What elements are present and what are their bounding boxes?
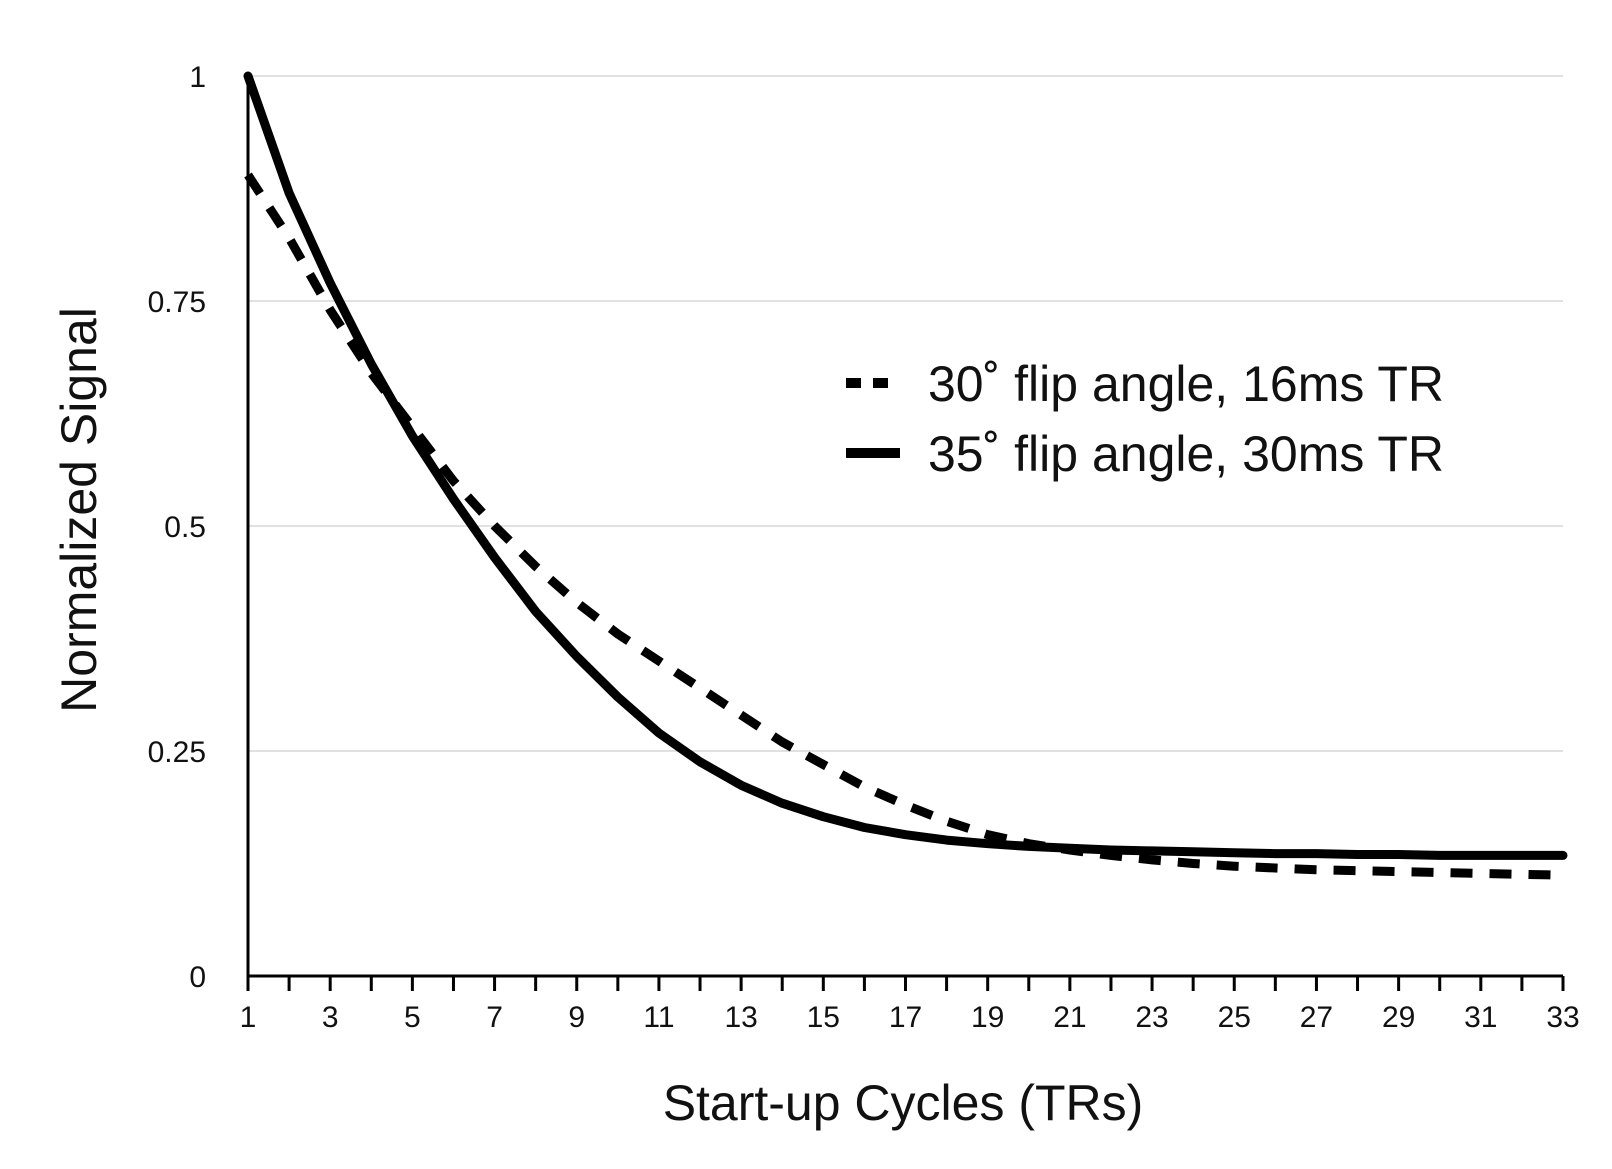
x-tick-label: 33 [1546, 1001, 1579, 1034]
y-tick-label: 0.75 [148, 286, 206, 319]
axes [246, 76, 1565, 991]
x-tick-label: 13 [724, 1001, 757, 1034]
x-tick-label: 19 [971, 1001, 1004, 1034]
legend-label-dashed: 30˚ flip angle, 16ms TR [928, 356, 1444, 412]
y-tick-label: 1 [189, 61, 206, 94]
x-tick-label: 3 [322, 1001, 339, 1034]
x-tick-label: 9 [568, 1001, 585, 1034]
x-tick-label: 15 [807, 1001, 840, 1034]
x-tick-label: 17 [889, 1001, 922, 1034]
legend-label-solid: 35˚ flip angle, 30ms TR [928, 426, 1444, 482]
x-tick-label: 21 [1053, 1001, 1086, 1034]
legend: 30˚ flip angle, 16ms TR 35˚ flip angle, … [846, 356, 1444, 482]
x-tick-label: 31 [1464, 1001, 1497, 1034]
y-tick-label: 0.25 [148, 736, 206, 769]
y-tick-label: 0 [189, 961, 206, 994]
x-tick-label: 29 [1382, 1001, 1415, 1034]
x-tick-label: 1 [240, 1001, 257, 1034]
y-axis-title: Normalized Signal [51, 307, 107, 713]
x-axis-title: Start-up Cycles (TRs) [663, 1075, 1144, 1131]
x-tick-label: 23 [1135, 1001, 1168, 1034]
x-tick-label: 5 [404, 1001, 421, 1034]
series-line-solid [243, 71, 1568, 860]
x-tick-label: 27 [1300, 1001, 1333, 1034]
gridlines [248, 75, 1563, 752]
series-line-dashed [244, 172, 1564, 880]
x-tick-label: 25 [1218, 1001, 1251, 1034]
y-tick-label: 0.5 [164, 511, 206, 544]
x-tick-label: 11 [643, 1001, 674, 1034]
x-tick-label: 7 [486, 1001, 503, 1034]
series-lines [243, 71, 1568, 880]
